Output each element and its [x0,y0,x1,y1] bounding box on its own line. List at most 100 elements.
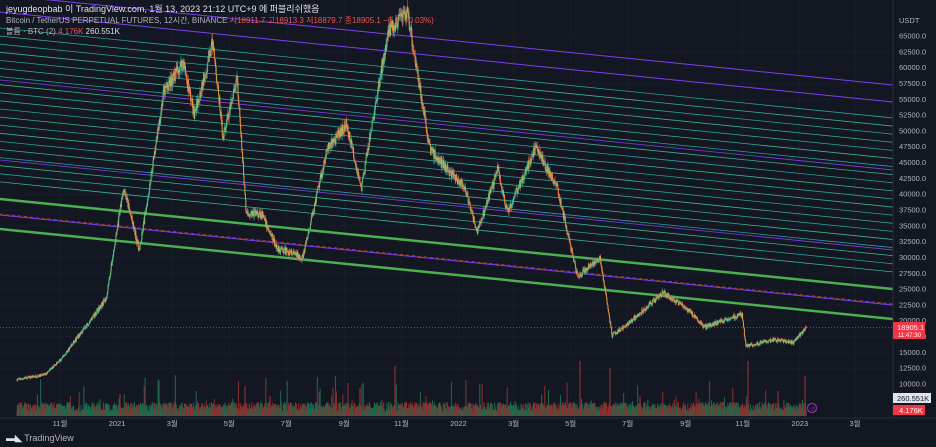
candle-body [347,125,349,132]
candle-body [245,199,247,211]
volume-bar [362,382,364,416]
candle-body [674,300,676,303]
candle-body [745,341,747,346]
candle-body [729,319,731,321]
candle-body [607,309,609,312]
candle-body [534,154,536,156]
candle-body [671,300,673,302]
candle-body [608,313,610,318]
candle-body [626,322,628,326]
candle-body [87,323,89,326]
candle-body [140,240,142,244]
candle-body [386,40,388,43]
candle-body [522,175,524,181]
candle-body [192,106,194,115]
candle-body [434,150,436,158]
volume-bars [16,361,807,416]
candle-body [638,313,640,317]
candle-body [567,234,569,236]
candle-body [724,317,726,319]
candle-body [199,91,201,97]
candle-body [47,371,49,373]
candle-body [241,147,243,153]
candle-body [752,344,754,347]
candle-body [556,183,558,185]
candle-body [507,208,509,210]
candle-body [383,57,385,64]
candle-body [294,252,296,254]
volume-bar [134,407,136,416]
candle-body [359,180,361,184]
candle-body [425,125,427,133]
candle-body [372,118,374,120]
candle-body [334,138,336,143]
candle-body [138,248,140,251]
candle-body [125,194,127,200]
candle-body [173,71,175,76]
candle-body [705,324,707,329]
volume-bar [430,402,432,416]
candle-body [215,67,217,75]
candle-body [361,178,363,184]
volume-bar [412,405,414,416]
candle-body [117,224,119,229]
candle-body [283,250,285,253]
candle-body [391,22,393,28]
volume-bar [534,403,536,416]
volume-bar [394,366,396,416]
candle-body [707,325,709,328]
candle-body [392,20,394,31]
volume-bar [179,405,181,416]
candle-body [313,213,315,215]
candle-body [610,326,612,328]
candle-body [176,66,178,73]
candle-body [221,120,223,134]
candle-body [739,312,741,316]
volume-bar [109,404,111,416]
volume-bar [237,381,239,416]
volume-bar [114,404,116,416]
volume-bar [291,407,293,416]
candle-body [231,99,233,100]
volume-bar [694,405,696,416]
candle-body [105,297,107,302]
channel-line [0,35,894,127]
candle-body [530,158,532,162]
candle-body [373,110,375,120]
candle-body [263,215,265,218]
candle-body [548,167,550,176]
candle-body [481,218,483,223]
candle-body [355,162,357,167]
candle-body [562,207,564,210]
candle-body [439,158,441,164]
candle-body [751,343,753,346]
candle-body [421,95,423,105]
candle-body [105,297,107,299]
channel-line [0,76,894,168]
candle-body [185,66,187,74]
candle-body [557,187,559,195]
candle-body [95,313,97,316]
candle-body [370,131,372,137]
candle-body [107,291,109,295]
candle-body [314,203,316,212]
candle-body [547,165,549,174]
candle-body [217,85,219,95]
candle-body [307,237,309,240]
candle-body [268,230,270,231]
candle-body [82,329,84,332]
candle-body [665,293,667,297]
volume-bar [298,403,300,416]
candle-body [121,196,123,200]
candle-body [189,89,191,93]
candle-body [295,252,297,257]
volume-bar [286,381,288,416]
candle-body [159,119,161,124]
candle-body [239,107,241,118]
candle-body [696,316,698,320]
volume-bar [139,404,141,416]
candle-body [656,296,658,300]
candle-body [358,176,360,180]
candle-body [625,324,627,326]
